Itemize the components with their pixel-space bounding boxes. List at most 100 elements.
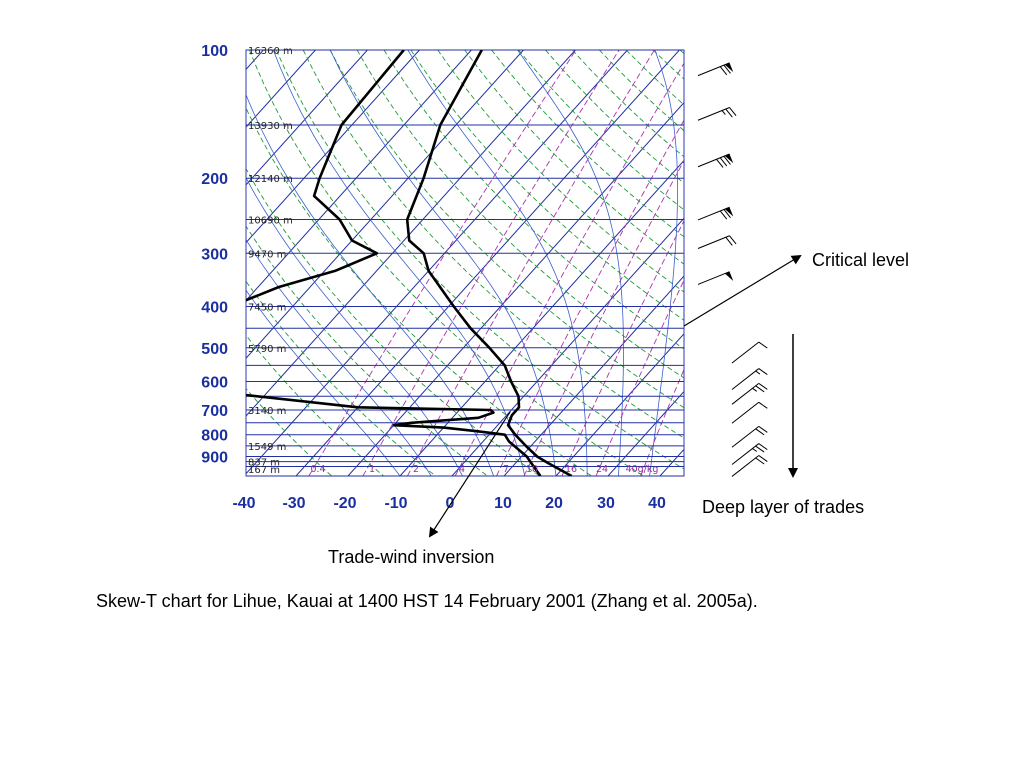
isotherm (0, 50, 211, 476)
pressure-tick-label: 800 (201, 428, 228, 445)
barb-shaft (731, 455, 760, 477)
mixing-ratio-label: 1 (369, 464, 375, 475)
wind-barb (731, 368, 768, 390)
height-label: 16360 m (248, 46, 293, 57)
height-label: 167 m (248, 465, 280, 476)
moist-adiabat (407, 50, 588, 476)
moist-adiabat (329, 50, 557, 476)
barb-feather (755, 385, 765, 393)
dry-adiabat (437, 50, 684, 293)
pressure-tick-label: 900 (201, 450, 228, 467)
barb-feather (758, 443, 768, 451)
critical-level-label: Critical level (812, 250, 909, 270)
isotherm (0, 50, 159, 476)
wind-barb (697, 206, 734, 221)
wind-barb (697, 107, 737, 121)
barb-feather (755, 428, 765, 436)
temperature-tick-label: -30 (282, 495, 305, 512)
mixing-ratio-line (640, 368, 684, 476)
barb-feather (725, 236, 733, 246)
height-label: 12140 m (248, 174, 293, 185)
temperature-tick-label: 30 (597, 495, 615, 512)
temperature-profile (405, 50, 573, 476)
barb-shaft (697, 235, 730, 249)
isotherm (246, 50, 316, 128)
barb-shaft (731, 382, 760, 405)
height-label: 5790 m (248, 344, 286, 355)
barb-feather (758, 341, 768, 349)
barb-shaft (697, 62, 730, 77)
barb-feather (725, 108, 733, 118)
wind-barb (731, 425, 768, 448)
barb-feather (758, 368, 768, 376)
barb-half-feather (755, 370, 761, 375)
sounding-profiles (246, 50, 573, 476)
temperature-tick-label: 0 (446, 495, 455, 512)
barb-shaft (731, 425, 760, 448)
barb-shaft (697, 206, 730, 221)
height-label: 9470 m (248, 249, 286, 260)
barb-feather (719, 157, 728, 167)
pressure-tick-label: 200 (201, 171, 228, 188)
dry-adiabat (302, 50, 684, 439)
isotherm (246, 50, 420, 244)
barb-feather (723, 155, 731, 165)
barb-feather (755, 457, 765, 465)
barb-half-feather (721, 110, 726, 115)
critical-level-arrow (683, 254, 802, 327)
wind-barb (697, 62, 734, 77)
barb-feather (758, 401, 768, 409)
height-label: 3140 m (248, 406, 286, 417)
mixing-ratio-line (561, 219, 684, 476)
barb-pennant (724, 207, 734, 217)
barb-shaft (731, 341, 760, 364)
barb-feather (758, 455, 768, 462)
isotherm (451, 217, 684, 476)
isotherm (246, 50, 524, 359)
isotherm (246, 50, 628, 475)
isotherm (0, 50, 55, 476)
isotherm (503, 275, 684, 476)
barb-pennant (724, 62, 734, 73)
barb-pennant (724, 154, 734, 164)
wind-barb (697, 235, 737, 249)
barb-feather (719, 210, 728, 220)
mixing-ratio-line (454, 62, 684, 476)
barb-shaft (731, 368, 760, 390)
barb-feather (716, 158, 724, 168)
wind-barb (697, 153, 734, 168)
barb-shaft (731, 443, 760, 465)
isotherm (0, 50, 3, 476)
dry-adiabat (246, 280, 436, 476)
mixing-ratio-line (407, 50, 655, 476)
barb-half-feather (752, 387, 758, 392)
figure-caption: Skew-T chart for Lihue, Kauai at 1400 HS… (96, 591, 758, 611)
barb-shaft (697, 153, 730, 168)
mixing-ratio-line (496, 119, 684, 476)
isotherm (399, 159, 684, 476)
moist-adiabat (246, 176, 463, 476)
barb-shaft (697, 271, 730, 285)
mixing-ratio-label: 2 (413, 464, 419, 475)
isobars (245, 49, 685, 477)
pressure-tick-label: 300 (201, 246, 228, 263)
barb-feather (758, 425, 768, 433)
barb-shaft (697, 107, 730, 121)
barb-feather (719, 66, 728, 76)
pressure-tick-label: 600 (201, 374, 228, 391)
annotations: Critical level Deep layer of trades Trad… (328, 250, 909, 567)
barb-feather (723, 64, 731, 74)
height-label: 837 m (248, 458, 280, 469)
wind-barb (731, 341, 768, 364)
mixing-ratio-label: 24 (596, 464, 608, 475)
pressure-tick-label: 500 (201, 341, 228, 358)
dewpoint-profile (246, 50, 542, 476)
barb-feather (758, 382, 768, 390)
barb-feather (729, 235, 737, 245)
dry-adiabat (491, 50, 684, 238)
isotherm (607, 390, 684, 476)
inversion-arrow (428, 411, 511, 538)
pressure-tick-label: 400 (201, 299, 228, 316)
mixing-ratio-label: 0.4 (310, 464, 325, 475)
